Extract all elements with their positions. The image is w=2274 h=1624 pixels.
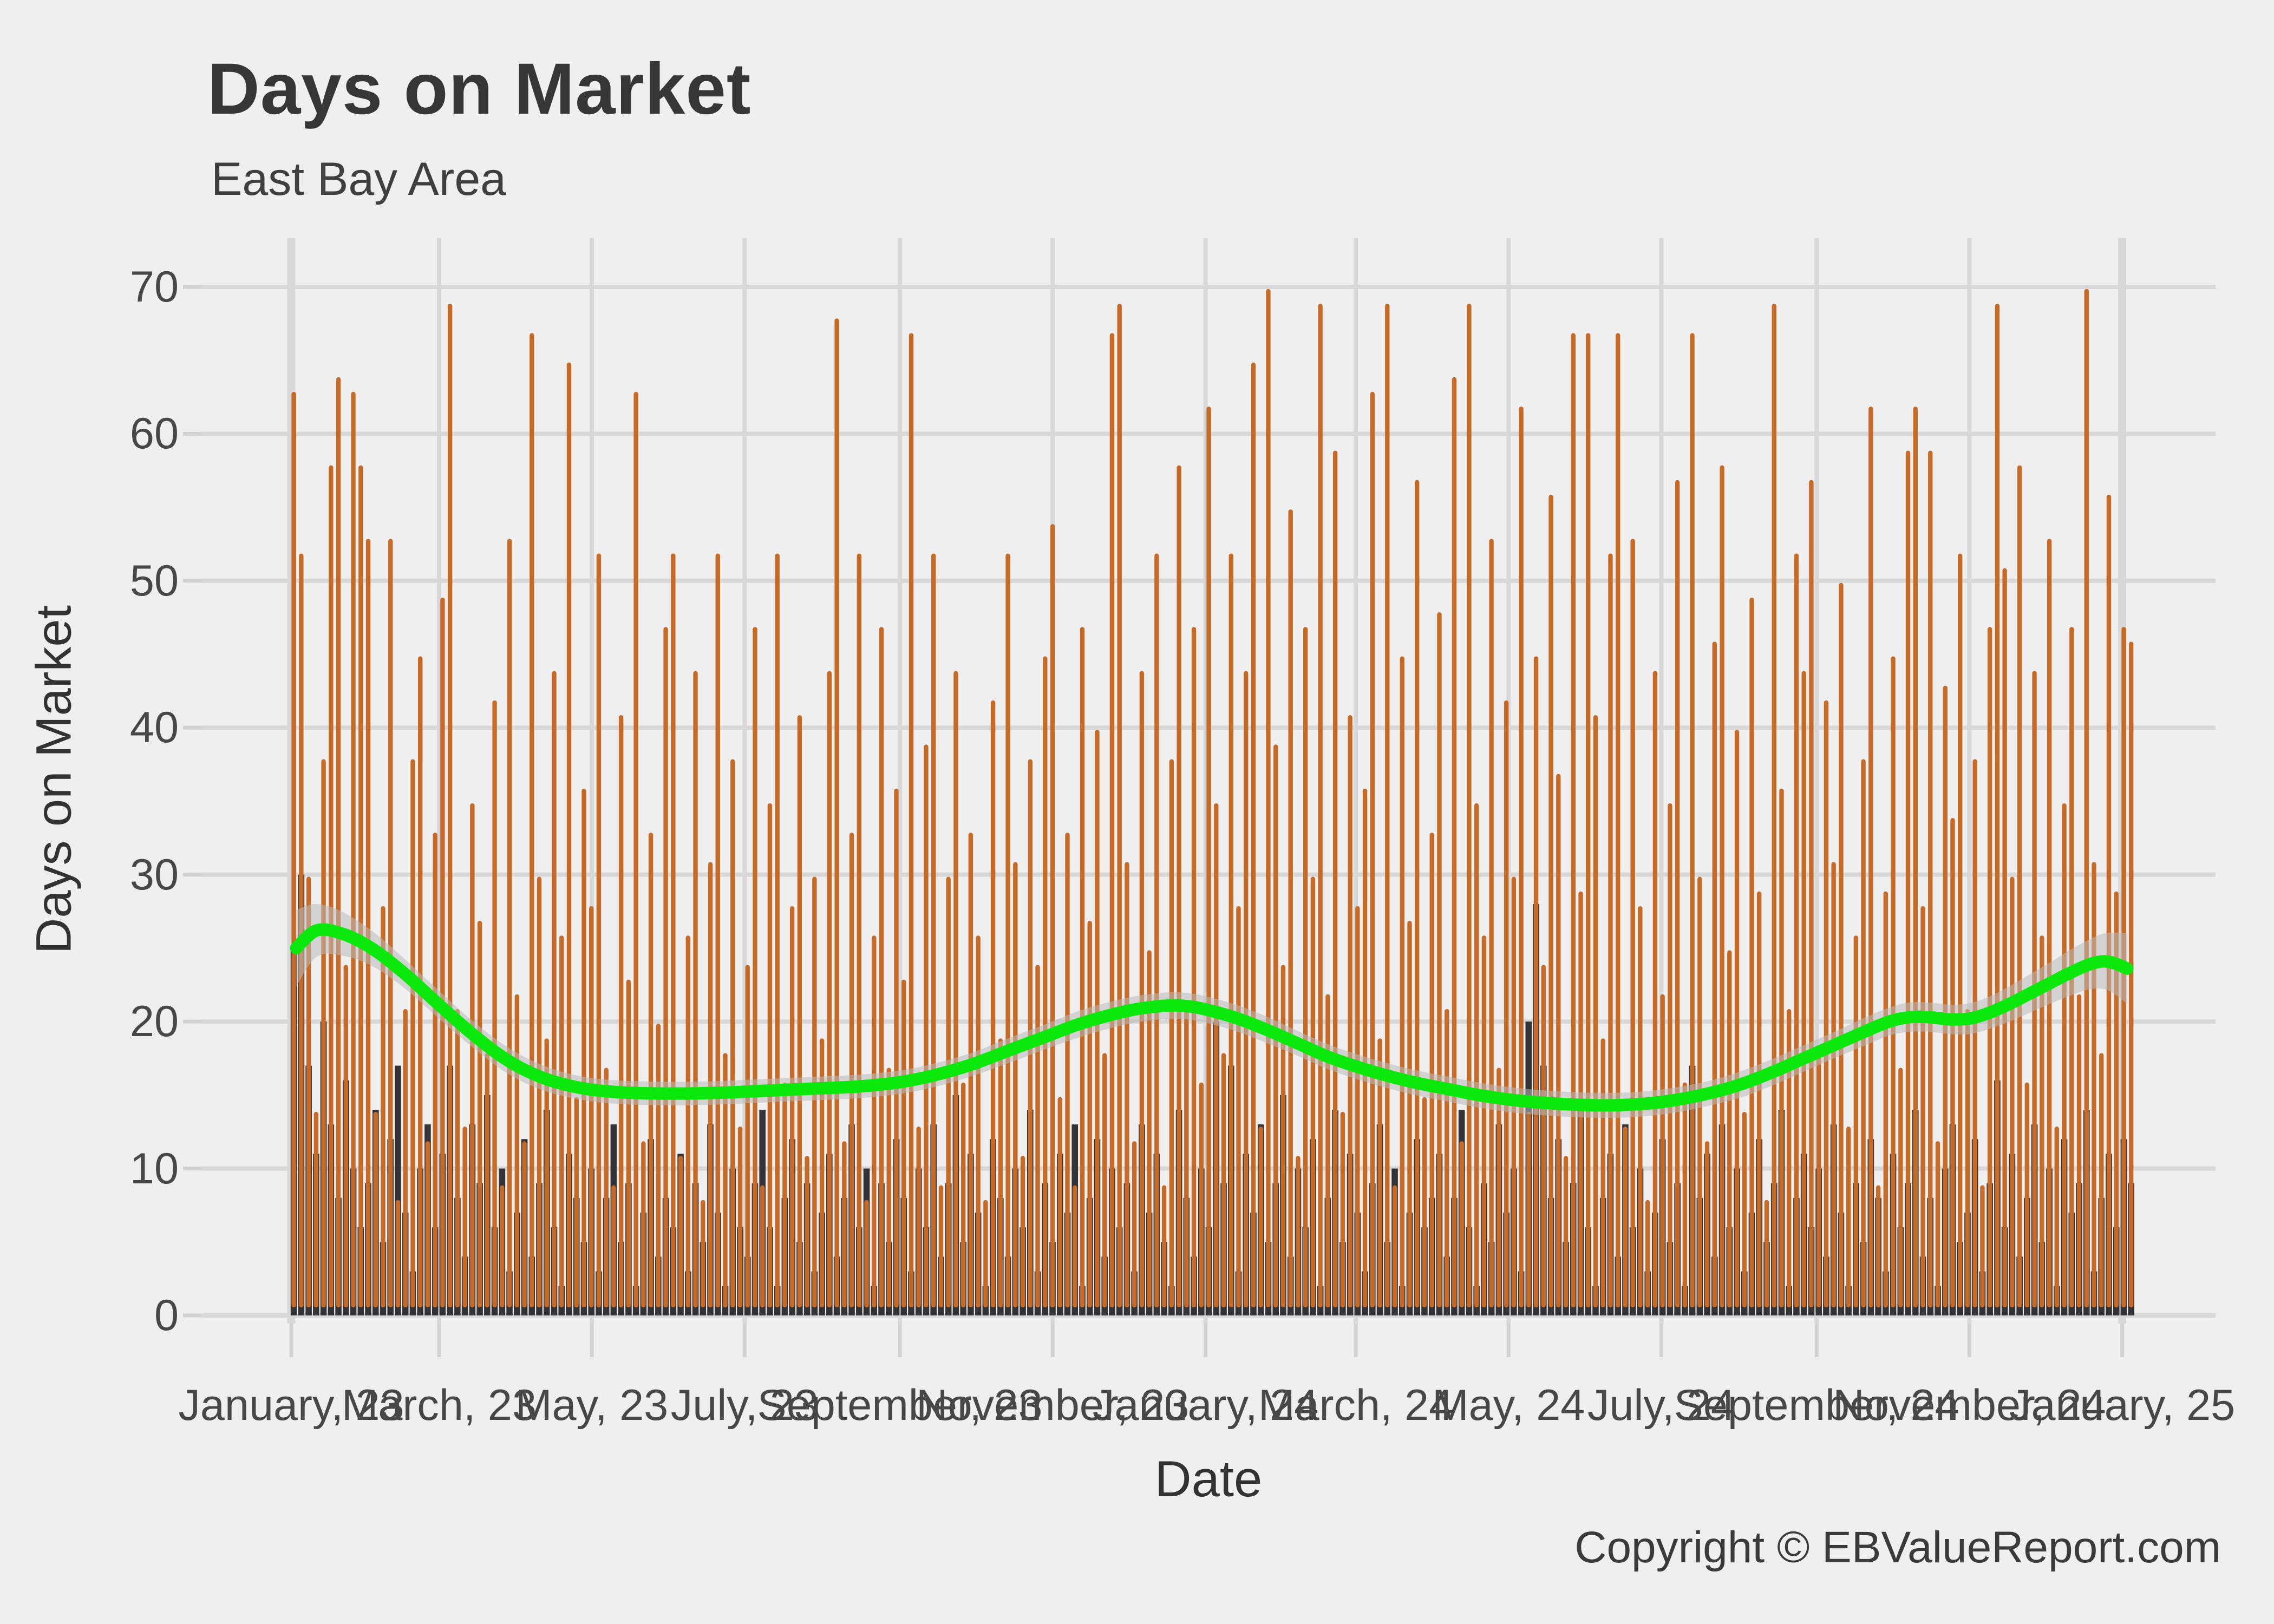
x-tick-label: November, 23 bbox=[916, 1381, 1190, 1430]
dark-bar bbox=[395, 1065, 401, 1315]
x-tick-label: January, 23 bbox=[178, 1381, 404, 1430]
x-tick-label: November, 24 bbox=[1833, 1381, 2106, 1430]
x-tick-label: May, 24 bbox=[1432, 1381, 1585, 1430]
y-tick-label: 20 bbox=[129, 997, 179, 1046]
x-tick-label: January, 24 bbox=[1092, 1381, 1319, 1430]
x-tick-label: March, 23 bbox=[341, 1381, 537, 1430]
chart-title: Days on Market bbox=[207, 49, 752, 129]
x-tick-label: March, 24 bbox=[1258, 1381, 1454, 1430]
x-tick-label: May, 23 bbox=[515, 1381, 669, 1430]
x-axis-title: Date bbox=[1154, 1450, 1263, 1507]
y-tick-label: 70 bbox=[129, 262, 179, 311]
axis-ticks bbox=[183, 285, 2125, 1357]
x-tick-label: January, 25 bbox=[2009, 1381, 2236, 1430]
x-tick-label: July, 24 bbox=[1587, 1381, 1735, 1430]
orange-bars bbox=[291, 289, 2134, 1308]
trend-line bbox=[290, 923, 2134, 1112]
y-tick-label: 50 bbox=[129, 556, 179, 605]
x-tick-label: July, 23 bbox=[670, 1381, 819, 1430]
chart-subtitle: East Bay Area bbox=[211, 153, 506, 205]
y-tick-label: 40 bbox=[129, 703, 179, 752]
x-tick-label: September, 23 bbox=[757, 1381, 1043, 1430]
y-tick-label: 0 bbox=[154, 1291, 179, 1340]
y-tick-label: 10 bbox=[129, 1144, 179, 1193]
chart-caption: Copyright © EBValueReport.com bbox=[1574, 1523, 2221, 1572]
y-tick-label: 30 bbox=[129, 850, 179, 899]
y-axis-title: Days on Market bbox=[26, 605, 82, 954]
x-tick-label: September, 24 bbox=[1674, 1381, 1959, 1430]
y-tick-label: 60 bbox=[129, 409, 179, 459]
